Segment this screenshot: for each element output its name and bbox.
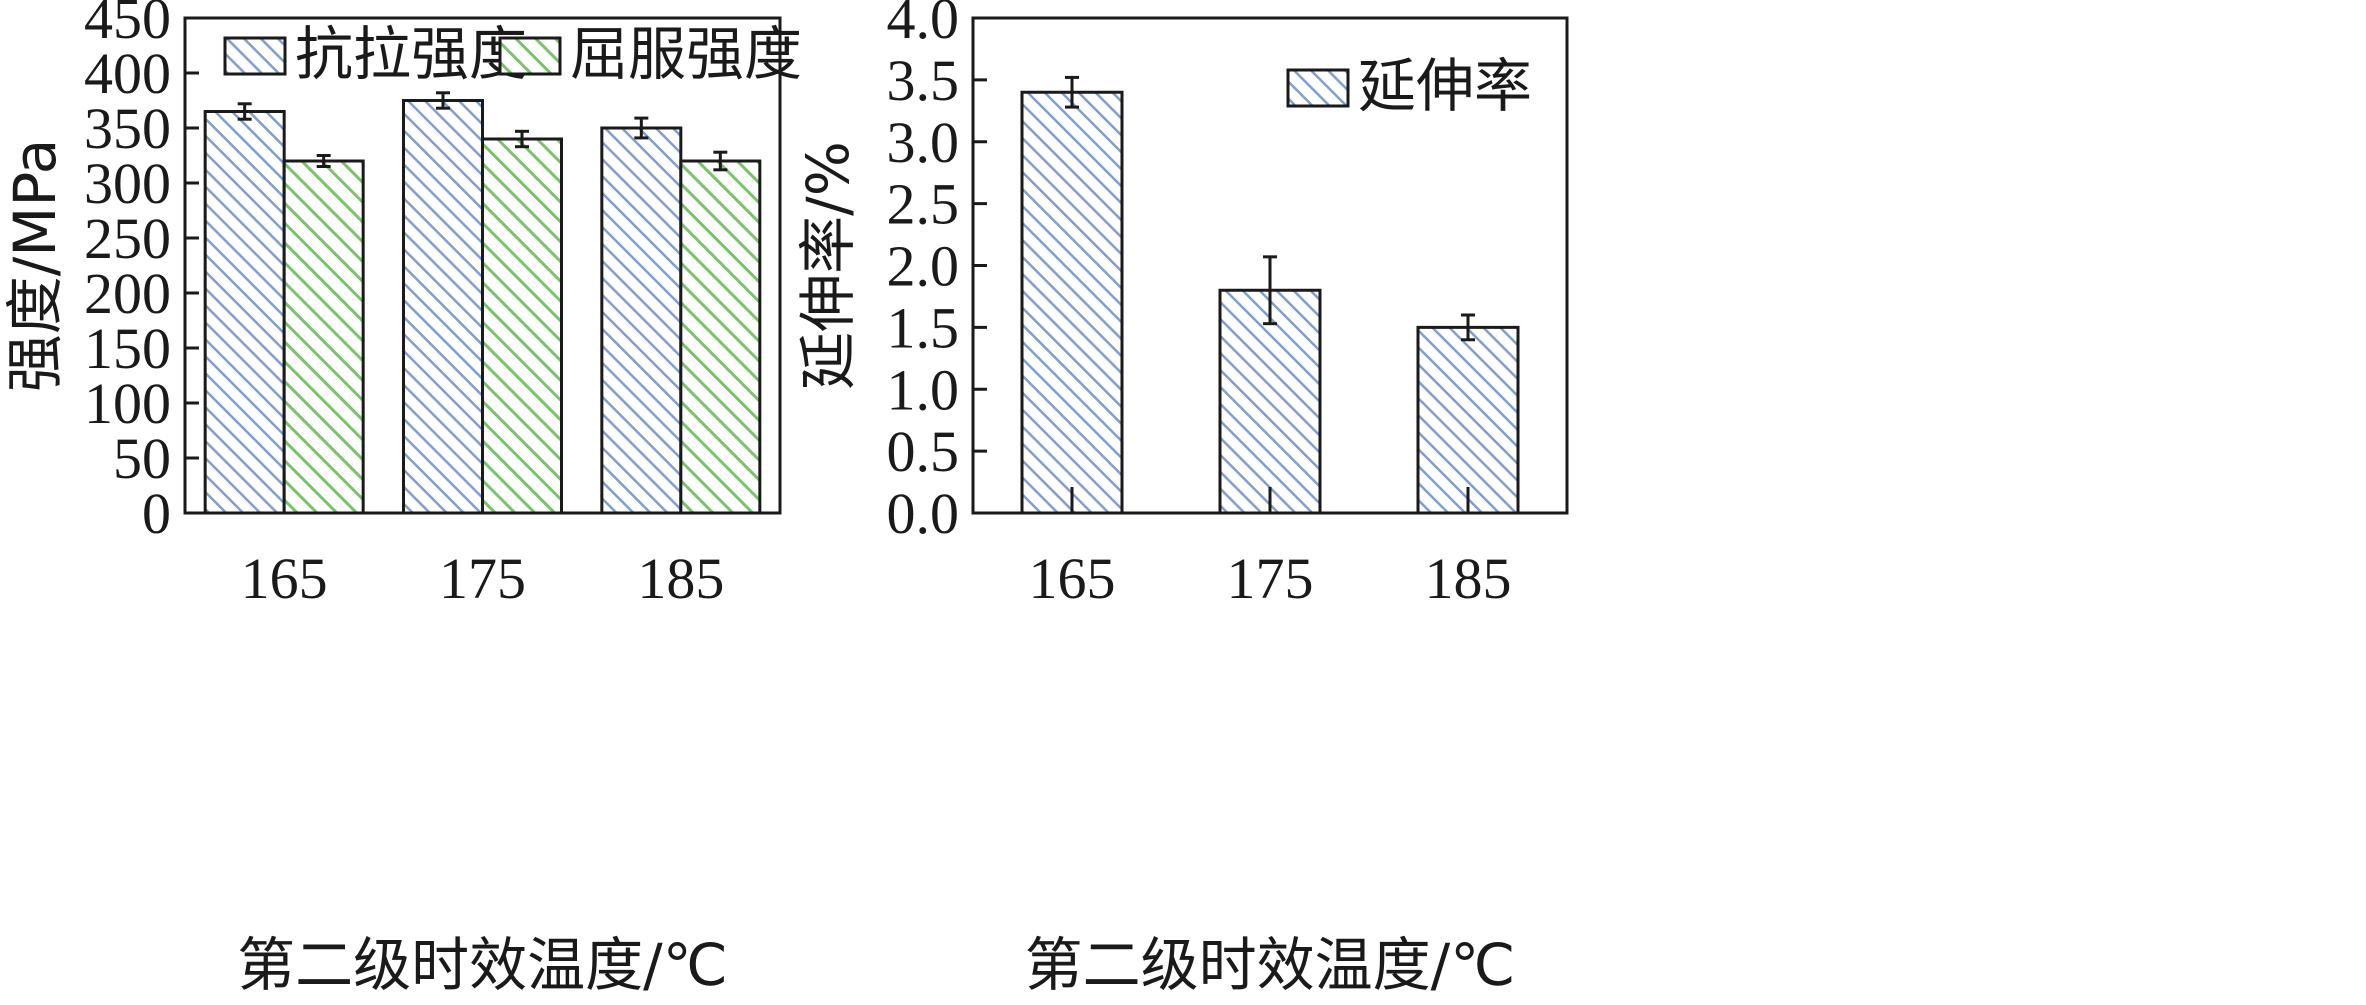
elongation-legend-label: 延伸率: [1358, 52, 1532, 120]
elongation-chart: 0.00.51.01.52.02.53.03.54.0 165 175 185 延伸…: [794, 0, 1569, 999]
strength-y-tick-label: 50: [113, 426, 171, 491]
strength-x-axis-title: 第二级时效温度/℃: [237, 931, 728, 999]
elongation-legend-swatch: [1286, 68, 1350, 108]
elongation-y-tick-label: 0.0: [887, 481, 960, 546]
elongation-y-tick-label: 1.5: [887, 295, 960, 360]
elongation-y-tick-label: 3.5: [887, 48, 960, 113]
strength-bar-b-165: [282, 159, 365, 515]
strength-x-tick-label: 165: [241, 546, 328, 611]
strength-y-tick-label: 400: [84, 41, 171, 106]
strength-legend-label: 抗拉强度: [295, 20, 527, 88]
elongation-bar-a-185: [1416, 325, 1520, 515]
elongation-error-bars: [1065, 75, 1475, 342]
strength-x-tick-label: 175: [439, 546, 526, 611]
elongation-y-tick-label: 0.5: [887, 419, 960, 484]
strength-legend-swatch: [223, 36, 287, 76]
elongation-y-tick-label: 2.0: [887, 234, 960, 299]
strength-y-tick-label: 0: [142, 481, 171, 546]
strength-y-tick-label: 100: [84, 371, 171, 436]
strength-error-bars: [237, 91, 728, 172]
strength-y-tick-label: 450: [84, 0, 171, 51]
elongation-y-ticks: 0.00.51.01.52.02.53.03.54.0: [887, 0, 987, 546]
elongation-x-tick-label: 175: [1227, 546, 1314, 611]
strength-y-tick-label: 200: [84, 261, 171, 326]
elongation-x-axis-title: 第二级时效温度/℃: [1025, 931, 1516, 999]
elongation-y-tick-label: 1.0: [887, 357, 960, 422]
strength-x-tick-label: 185: [637, 546, 724, 611]
strength-y-axis-title: 强度/MPa: [1, 139, 69, 393]
elongation-bar-a-165: [1020, 90, 1124, 515]
elongation-y-tick-label: 3.0: [887, 110, 960, 175]
strength-legend-label: 屈服强度: [570, 20, 802, 88]
elongation-y-tick-label: 2.5: [887, 172, 960, 237]
strength-y-tick-label: 350: [84, 96, 171, 161]
elongation-legend: 延伸率: [1286, 52, 1532, 120]
strength-bar-a-185: [600, 126, 683, 515]
strength-bar-b-185: [679, 159, 762, 515]
elongation-x-tick-label: 185: [1425, 546, 1512, 611]
elongation-y-axis-title: 延伸率/%: [794, 141, 862, 390]
strength-y-tick-label: 300: [84, 151, 171, 216]
strength-x-ticks: 165 175 185: [241, 546, 725, 611]
strength-plot-frame: [183, 16, 782, 515]
strength-bars: [203, 99, 762, 515]
elongation-y-tick-label: 4.0: [887, 0, 960, 51]
strength-y-tick-label: 250: [84, 206, 171, 271]
strength-bar-b-175: [481, 137, 563, 515]
strength-legend-swatch: [498, 36, 562, 76]
strength-bar-a-165: [203, 110, 286, 515]
strength-bar-a-175: [402, 99, 484, 515]
strength-legend: 抗拉强度 屈服强度: [223, 20, 802, 88]
strength-y-tick-label: 150: [84, 316, 171, 381]
elongation-x-ticks: 165 175 185: [1029, 487, 1512, 611]
elongation-x-tick-label: 165: [1029, 546, 1116, 611]
